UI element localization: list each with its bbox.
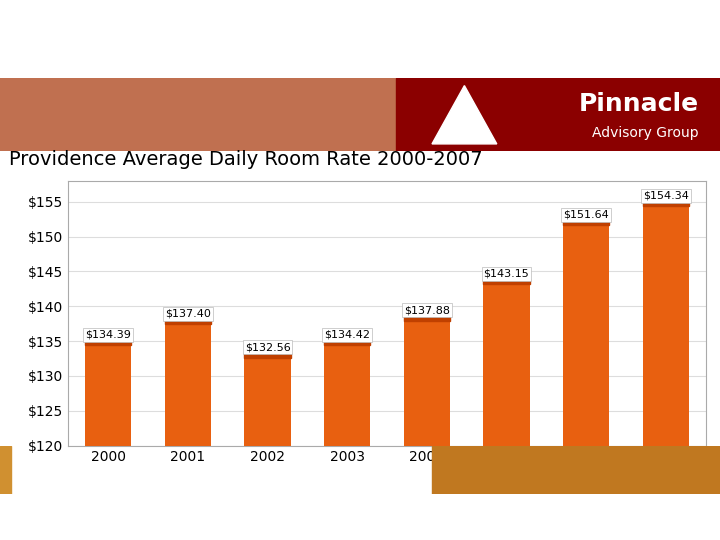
Bar <box>165 325 211 445</box>
Bar <box>78 78 101 89</box>
Text: $134.42: $134.42 <box>324 329 370 340</box>
Bar <box>104 78 127 89</box>
Bar <box>643 201 689 206</box>
Bar <box>26 78 49 89</box>
Bar <box>165 320 211 325</box>
Text: Providence Average Daily Room Rate 2000-2007: Providence Average Daily Room Rate 2000-… <box>9 150 482 169</box>
Bar <box>324 340 370 345</box>
Text: Pinnacle: Pinnacle <box>578 92 698 116</box>
Bar <box>244 358 291 446</box>
Bar <box>563 225 609 446</box>
Text: Source: Smith Travel Research: Source: Smith Travel Research <box>9 510 226 523</box>
Text: $132.56: $132.56 <box>245 342 290 353</box>
Bar <box>404 321 450 446</box>
Bar <box>324 345 370 446</box>
Text: $151.64: $151.64 <box>563 210 609 220</box>
Bar <box>244 353 291 358</box>
Text: $134.39: $134.39 <box>85 330 131 340</box>
Text: $154.34: $154.34 <box>643 191 689 201</box>
Text: $137.88: $137.88 <box>404 306 450 315</box>
Text: Advisory Group: Advisory Group <box>592 126 698 140</box>
Bar <box>643 206 689 446</box>
Bar <box>52 78 75 89</box>
Polygon shape <box>432 85 497 144</box>
Bar <box>432 446 720 494</box>
Text: $143.15: $143.15 <box>484 269 529 279</box>
Bar <box>563 220 609 225</box>
Bar <box>0 446 11 494</box>
Bar <box>0 78 23 89</box>
Bar <box>85 345 131 446</box>
Bar <box>404 316 450 321</box>
Bar <box>85 340 131 345</box>
Bar <box>483 279 530 284</box>
Bar <box>483 284 530 446</box>
Text: $137.40: $137.40 <box>165 309 211 319</box>
